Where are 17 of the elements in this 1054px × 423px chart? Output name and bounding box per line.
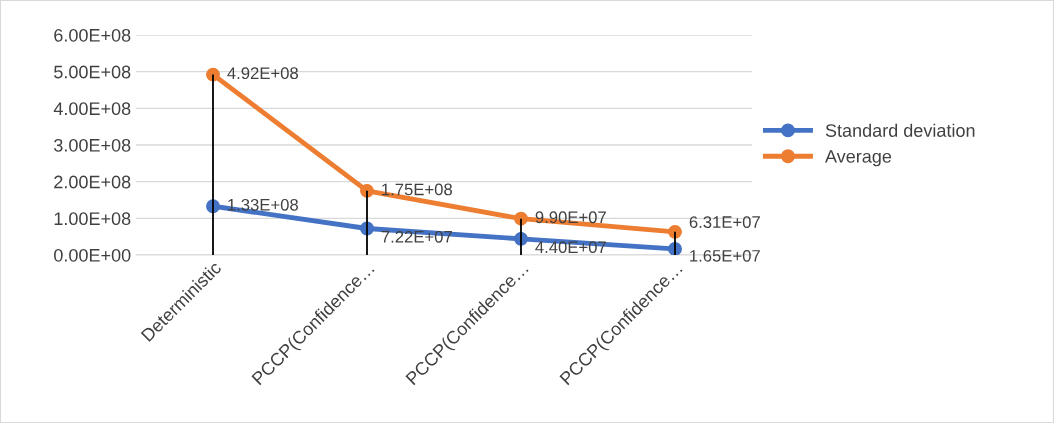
data-label: 9.90E+07	[535, 211, 606, 224]
y-tick-label: 6.00E+08	[54, 28, 131, 42]
data-label: 1.33E+08	[228, 198, 298, 211]
data-label: 1.75E+08	[382, 183, 452, 196]
data-label: 1.65E+07	[690, 249, 760, 262]
y-tick-label: 2.00E+08	[54, 175, 131, 189]
y-tick-label: 0.00E+00	[54, 248, 131, 262]
y-tick-label: 3.00E+08	[54, 138, 131, 152]
y-tick-label: 4.00E+08	[53, 102, 131, 116]
legend-label: Standard deviation	[825, 123, 975, 137]
data-label: 4.40E+07	[535, 241, 606, 254]
data-label: 4.92E+08	[227, 67, 298, 80]
y-tick-label: 5.00E+08	[54, 65, 131, 79]
legend-label: Average	[825, 150, 892, 167]
data-label: 7.22E+07	[381, 230, 452, 243]
data-label: 6.31E+07	[689, 216, 760, 228]
y-tick-label: 1.00E+08	[54, 212, 131, 226]
